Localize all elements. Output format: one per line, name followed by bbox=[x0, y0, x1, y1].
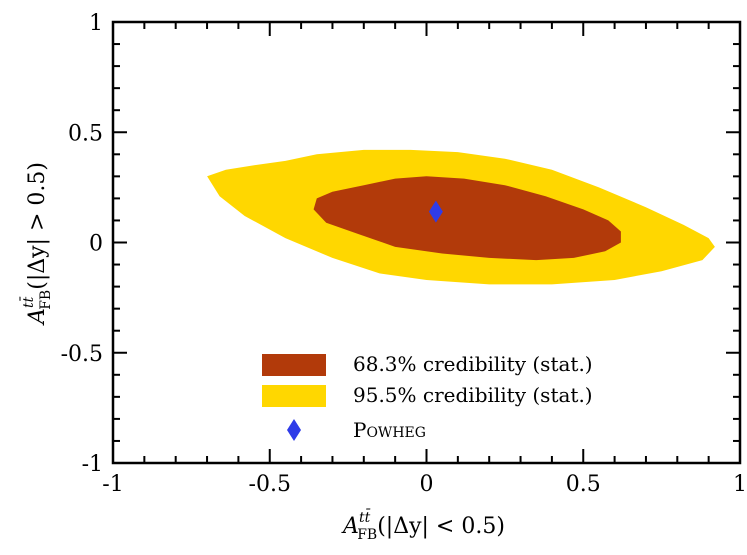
x-axis-label: Att̄ FB(|Δy| < 0.5) bbox=[341, 508, 505, 543]
legend-swatch-95 bbox=[262, 385, 326, 407]
legend: 68.3% credibility (stat.) 95.5% credibil… bbox=[262, 352, 593, 442]
axis-ticks bbox=[112, 21, 741, 464]
legend-swatch-68 bbox=[262, 354, 326, 376]
x-tick-labels: -1 -0.5 0 0.5 1 bbox=[102, 472, 747, 497]
powheg-point bbox=[428, 200, 443, 223]
x-tick-label: -0.5 bbox=[249, 472, 291, 497]
y-tick-label: 1 bbox=[89, 11, 103, 36]
y-axis-label: Att̄FB(|Δy| > 0.5) bbox=[19, 162, 54, 326]
x-tick-label: 0.5 bbox=[566, 472, 601, 497]
legend-label-powheg: Powheg bbox=[353, 418, 426, 442]
x-tick-label: -1 bbox=[102, 472, 123, 497]
y-tick-label: -0.5 bbox=[61, 342, 103, 367]
legend-label-95: 95.5% credibility (stat.) bbox=[353, 383, 593, 407]
credibility-regions bbox=[207, 149, 715, 285]
model-points bbox=[428, 200, 443, 223]
legend-diamond-icon bbox=[287, 419, 301, 441]
y-tick-label: 0.5 bbox=[68, 121, 103, 146]
y-tick-labels: -1 -0.5 0 0.5 1 bbox=[61, 11, 103, 477]
region-68-credibility bbox=[313, 176, 621, 261]
x-tick-label: 0 bbox=[420, 472, 434, 497]
legend-label-68: 68.3% credibility (stat.) bbox=[353, 352, 593, 376]
x-tick-label: 1 bbox=[733, 472, 747, 497]
y-tick-label: -1 bbox=[82, 452, 103, 477]
y-tick-label: 0 bbox=[89, 232, 103, 257]
